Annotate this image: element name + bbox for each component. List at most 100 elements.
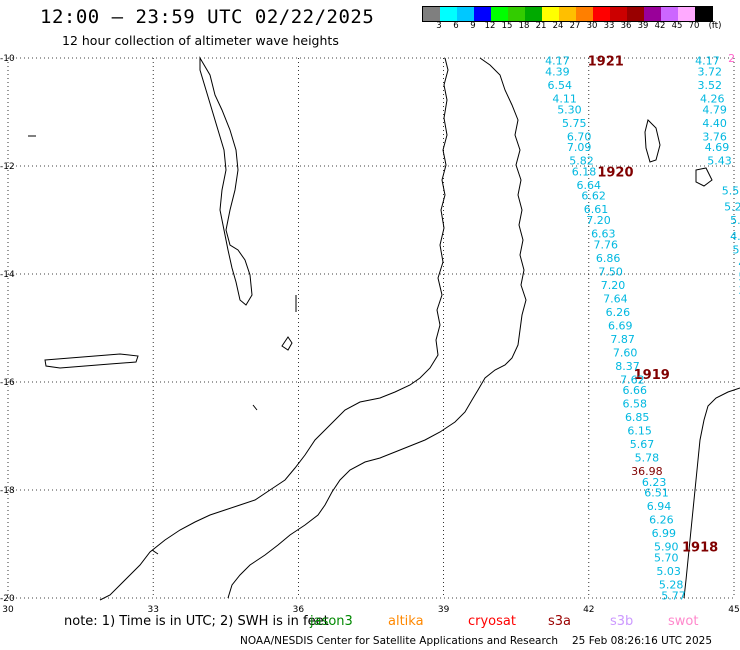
latitude-tick-label: -16: [0, 378, 15, 388]
wave-height-value: 6.99: [652, 527, 677, 540]
wave-height-value: 7.60: [613, 346, 638, 359]
wave-height-track-main: 4.174.396.544.115.305.756.707.095.826.18…: [545, 55, 686, 603]
satellite-legend-swot: swot: [668, 614, 699, 629]
wave-height-value: 5.78: [635, 452, 660, 465]
color-swatch: [576, 7, 593, 21]
color-swatch: [695, 7, 712, 21]
wave-height-value: 7.87: [610, 333, 635, 346]
track-id-label: 1921: [588, 55, 624, 70]
wave-height-value: 6.58: [623, 398, 648, 411]
color-swatch: [661, 7, 678, 21]
longitude-tick-label: 30: [2, 605, 14, 615]
color-swatch: [559, 7, 576, 21]
color-scale-label: 9: [470, 21, 476, 31]
color-scale-label: 18: [518, 21, 530, 31]
wave-height-value: 7.76: [593, 238, 618, 251]
wave-height-value: 4.39: [545, 66, 570, 79]
color-swatch: [474, 7, 491, 21]
wave-height-value: 4.17: [695, 55, 720, 68]
color-swatch: [610, 7, 627, 21]
wave-height-value: 7.20: [586, 214, 611, 227]
credit-agency: NOAA/NESDIS Center for Satellite Applica…: [240, 635, 558, 647]
wave-height-value: 3.: [738, 284, 740, 297]
wave-height-value: 6.15: [627, 425, 652, 438]
wave-height-value: 6.69: [608, 319, 633, 332]
color-swatch: [423, 7, 440, 21]
wave-height-value: 5.30: [557, 103, 582, 116]
graticule: 30 33 36 39 42 45 -10 -12 -14 -16 -18 -20: [0, 54, 740, 615]
wave-height-value: 4.69: [705, 141, 730, 154]
wave-height-value: 8.37: [615, 360, 640, 373]
wave-height-value: 5.52: [722, 184, 740, 197]
satellite-legend-jason3: jason3: [310, 614, 353, 629]
coastline-mozambique: [99, 57, 449, 601]
wave-height-value: 5.82: [569, 155, 594, 168]
wave-height-value: 7.62: [620, 373, 645, 386]
color-swatch: [644, 7, 661, 21]
wave-height-value: 6.26: [649, 514, 674, 527]
track-id-labels: 1921 1920 1919 1918: [588, 55, 719, 556]
color-swatch: [593, 7, 610, 21]
color-scale-label: 70: [688, 21, 700, 31]
color-swatch: [627, 7, 644, 21]
color-swatch: [440, 7, 457, 21]
color-scale-bar: [422, 6, 713, 22]
wave-height-value: 3.52: [698, 79, 723, 92]
latitude-tick-label: -18: [0, 486, 15, 496]
color-scale-label: 24: [552, 21, 564, 31]
wave-height-value: 5.2: [733, 244, 740, 257]
wave-height-value: 5.28: [659, 579, 684, 592]
wave-height-edge-fragment: 2: [728, 52, 735, 65]
wave-height-value: 5.67: [630, 438, 655, 451]
latitude-tick-label: -12: [0, 162, 15, 172]
color-scale-label: 12: [484, 21, 496, 31]
wave-height-value: 4.: [738, 257, 740, 270]
wave-height-value: 5.03: [656, 565, 681, 578]
longitude-tick-label: 42: [583, 605, 594, 615]
wave-height-value: 4.79: [702, 103, 727, 116]
wave-height-value: 6.63: [591, 228, 616, 241]
wave-height-value: 6.85: [625, 411, 650, 424]
coastline-islets: [28, 135, 297, 555]
map-subtitle: 12 hour collection of altimeter wave hei…: [62, 33, 339, 48]
coastline-madagascar: [683, 387, 740, 599]
satellite-legend-cryosat: cryosat: [468, 614, 516, 629]
wave-height-value: 3.72: [698, 66, 723, 79]
wave-height-value: 6.26: [606, 306, 631, 319]
wave-height-value: 4.40: [702, 117, 727, 130]
track-id-label: 1919: [634, 368, 670, 383]
color-scale-label: 27: [569, 21, 581, 31]
wave-height-track-far-east: 5.525.295.14.95.24.5.3.4442: [722, 184, 740, 297]
wave-height-value: 5.43: [707, 155, 732, 168]
wave-height-value: 4.26: [700, 93, 725, 106]
wave-height-value: 6.64: [577, 179, 602, 192]
wave-height-value: 5.: [738, 271, 740, 284]
longitude-tick-label: 36: [293, 605, 305, 615]
latitude-tick-label: -14: [0, 270, 15, 280]
wave-height-value: 6.66: [623, 384, 648, 397]
color-swatch: [508, 7, 525, 21]
wave-height-value: 4.9: [730, 230, 740, 243]
wave-height-value: 6.61: [584, 203, 609, 216]
footer-note: note: 1) Time is in UTC; 2) SWH is in fe…: [64, 614, 329, 629]
satellite-legend-s3a: s3a: [548, 614, 572, 629]
color-swatch: [525, 7, 542, 21]
wave-height-value: 7.20: [601, 279, 626, 292]
coastline-west-island: [44, 353, 139, 369]
color-swatch: [491, 7, 508, 21]
coastline-comoros: [644, 119, 713, 187]
color-scale-label: 3: [436, 21, 442, 31]
color-scale-label: 30: [586, 21, 598, 31]
wave-height-value: 3.76: [702, 130, 727, 143]
wave-height-value: 7.64: [603, 292, 628, 305]
track-id-label: 1920: [597, 165, 633, 180]
wave-height-value: 5.77: [661, 589, 686, 602]
color-scale-label: 42: [654, 21, 666, 31]
color-scale-label: 39: [637, 21, 649, 31]
color-swatch: [542, 7, 559, 21]
wave-height-value: 4.11: [552, 93, 577, 106]
color-scale-label: 15: [501, 21, 513, 31]
latitude-tick-label: -10: [0, 54, 15, 64]
longitude-tick-label: 39: [438, 605, 450, 615]
track-id-label: 1918: [682, 541, 718, 556]
